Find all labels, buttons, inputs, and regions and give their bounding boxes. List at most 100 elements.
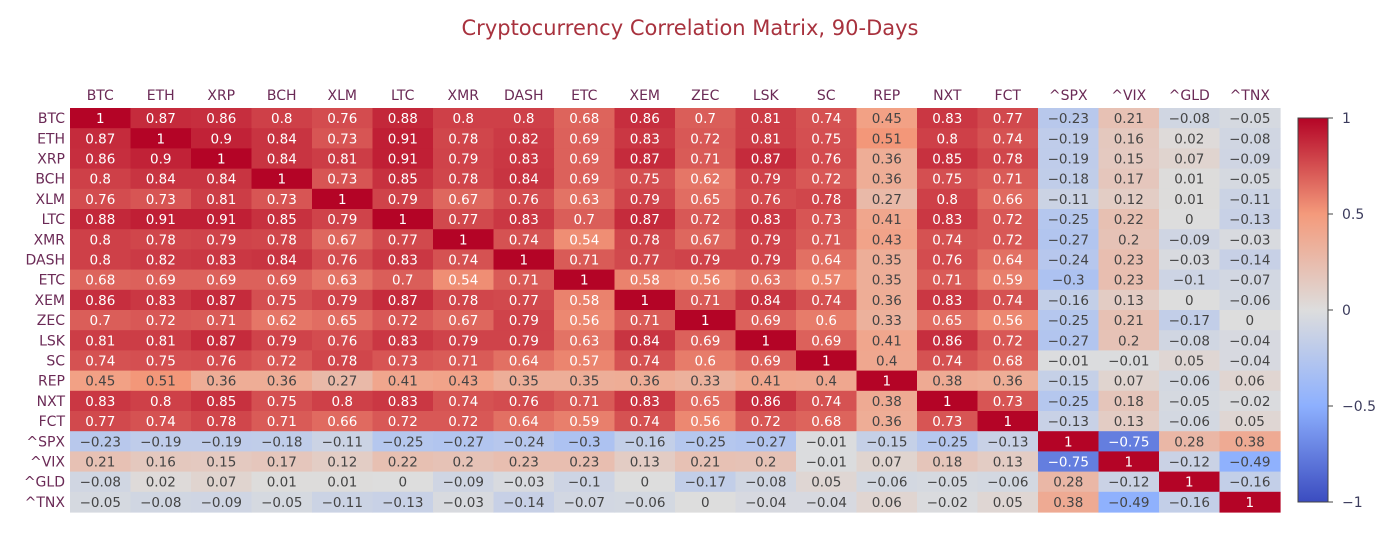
- heatmap-cell: [554, 330, 616, 351]
- heatmap-cell: [130, 188, 192, 210]
- cell-value-label: 0.83: [630, 131, 660, 147]
- cell-value-label: 0.83: [146, 293, 176, 309]
- cell-value-label: 0.74: [146, 414, 176, 430]
- cell-value-label: 0.68: [569, 111, 599, 127]
- heatmap-cell: [191, 168, 253, 190]
- cell-value-label: 0.76: [932, 253, 962, 269]
- cell-value-label: 0.74: [630, 414, 660, 430]
- heatmap-cell: [1098, 491, 1160, 513]
- heatmap-cell: [796, 310, 858, 331]
- heatmap-cell: [917, 108, 979, 129]
- cell-value-label: 0.63: [569, 333, 599, 349]
- heatmap-cell: [1219, 491, 1281, 513]
- x-tick-label: NXT: [933, 88, 962, 104]
- heatmap-cell: [1219, 128, 1281, 149]
- cell-value-label: −0.05: [261, 495, 302, 511]
- cell-value-label: 0.15: [1114, 152, 1144, 168]
- heatmap-cell: [312, 370, 374, 392]
- y-tick-label: SC: [46, 354, 65, 370]
- cell-value-label: 0.83: [751, 212, 781, 228]
- heatmap-cell: [70, 370, 132, 392]
- cell-value-label: 0.18: [932, 455, 962, 471]
- cell-value-label: 1: [398, 212, 407, 228]
- heatmap-cell: [372, 108, 434, 129]
- cell-value-label: 0.76: [509, 192, 539, 208]
- cell-value-label: 0.18: [1114, 394, 1144, 410]
- y-tick-label: LSK: [39, 333, 66, 349]
- heatmap-cell: [372, 310, 434, 331]
- colorbar-tick-label: −1: [1342, 495, 1363, 511]
- cell-value-label: 0.05: [811, 475, 841, 491]
- heatmap-cell: [130, 269, 192, 291]
- heatmap-cell: [1159, 330, 1221, 351]
- y-tick-label: ^TNX: [25, 495, 66, 511]
- heatmap-cell: [1038, 229, 1100, 250]
- cell-value-label: 0.02: [1174, 131, 1204, 147]
- heatmap-cell: [614, 188, 676, 210]
- cell-value-label: 0.77: [630, 253, 660, 269]
- heatmap-cell: [1159, 269, 1221, 291]
- heatmap-cell: [1159, 310, 1221, 331]
- cell-value-label: 1: [96, 111, 105, 127]
- heatmap-cell: [70, 168, 132, 190]
- cell-value-label: −0.13: [382, 495, 423, 511]
- cell-value-label: 0.05: [1174, 354, 1204, 370]
- heatmap-cell: [191, 269, 253, 291]
- cell-value-label: 0.73: [327, 172, 357, 188]
- cell-value-label: 0.8: [937, 131, 958, 147]
- cell-value-label: 0.71: [690, 293, 720, 309]
- heatmap-cell: [70, 148, 132, 170]
- heatmap-cell: [1038, 431, 1100, 452]
- heatmap-cell: [493, 310, 555, 331]
- heatmap-cell: [735, 350, 797, 372]
- cell-value-label: 0.79: [448, 333, 478, 349]
- heatmap-cell: [796, 350, 858, 372]
- heatmap-cell: [1219, 108, 1281, 129]
- cell-value-label: 1: [459, 232, 468, 248]
- heatmap-cell: [70, 128, 132, 149]
- cell-value-label: 0.72: [993, 232, 1023, 248]
- cell-value-label: 0.71: [690, 152, 720, 168]
- cell-value-label: 0.73: [811, 212, 841, 228]
- cell-value-label: 0.41: [751, 374, 781, 390]
- cell-value-label: 0.84: [267, 253, 297, 269]
- cell-value-label: 0.85: [388, 172, 418, 188]
- cell-value-label: 0.76: [811, 152, 841, 168]
- heatmap-cell: [796, 108, 858, 129]
- cell-value-label: 0.75: [811, 131, 841, 147]
- cell-value-label: 0.65: [932, 313, 962, 329]
- heatmap-cell: [191, 310, 253, 331]
- heatmap-cell: [1098, 229, 1160, 250]
- heatmap-cell: [675, 249, 737, 271]
- cell-value-label: 0.6: [816, 313, 837, 329]
- heatmap-cell: [856, 289, 918, 311]
- cell-value-label: 0.71: [569, 394, 599, 410]
- cell-value-label: 0.71: [569, 253, 599, 269]
- y-tick-label: XMR: [34, 232, 66, 248]
- cell-value-label: −0.08: [140, 495, 181, 511]
- cell-value-label: 0.79: [206, 232, 236, 248]
- cell-value-label: −0.75: [1048, 455, 1089, 471]
- heatmap-cell: [977, 310, 1039, 331]
- cell-value-label: −0.16: [624, 434, 665, 450]
- y-tick-label: XRP: [37, 152, 65, 168]
- heatmap-cell: [130, 370, 192, 392]
- cell-value-label: 0.78: [811, 192, 841, 208]
- cell-value-label: 0.69: [146, 273, 176, 289]
- cell-value-label: −0.17: [685, 475, 726, 491]
- cell-value-label: 1: [1185, 475, 1194, 491]
- heatmap-cell: [735, 310, 797, 331]
- cell-value-label: −0.01: [806, 434, 847, 450]
- heatmap-cell: [614, 229, 676, 250]
- cell-value-label: 0.72: [993, 333, 1023, 349]
- cell-value-label: 0.36: [872, 414, 902, 430]
- cell-value-label: 0.69: [569, 152, 599, 168]
- heatmap-cell: [614, 370, 676, 392]
- heatmap-cell: [493, 269, 555, 291]
- cell-value-label: −0.13: [1048, 414, 1089, 430]
- heatmap-cell: [735, 148, 797, 170]
- cell-value-label: 0.77: [509, 293, 539, 309]
- cell-value-label: −0.49: [1108, 495, 1149, 511]
- heatmap-cell: [433, 310, 495, 331]
- cell-value-label: 0.72: [146, 313, 176, 329]
